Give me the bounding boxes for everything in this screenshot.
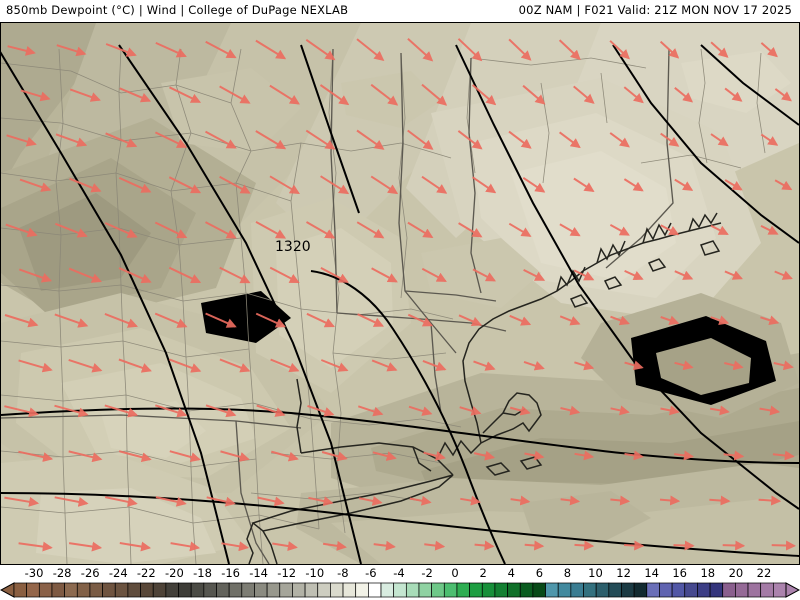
header-model-valid-label: 00Z NAM | F021 Valid: 21Z MON NOV 17 202…: [518, 3, 792, 17]
dewpoint-shading: [1, 23, 799, 564]
colorbar-tick: 4: [507, 566, 515, 580]
colorbar-tick: 16: [672, 566, 688, 580]
colorbar-tick: 12: [616, 566, 631, 580]
colorbar-tick: 8: [563, 566, 572, 580]
colorbar-tick: -18: [193, 566, 212, 580]
colorbar-tick: 22: [756, 566, 772, 580]
colorbar-tick: -16: [221, 566, 240, 580]
colorbar-tick-labels: -30 -28 -26 -24 -22 -20 -18 -16 -14 -12 -10 -8 -6 -4-…: [0, 565, 800, 582]
colorbar-tick: 0: [451, 566, 459, 580]
contour-label-group: 1320: [275, 239, 311, 255]
colorbar-tick: 2: [479, 566, 487, 580]
colorbar-tick: 10: [588, 566, 603, 580]
colorbar-tick: -4: [393, 566, 405, 580]
colorbar-tick: -14: [249, 566, 268, 580]
colorbar-tick: -20: [164, 566, 184, 580]
colorbar-tick: -10: [305, 566, 325, 580]
colorbar-tick: 20: [728, 566, 744, 580]
colorbar-swatches[interactable]: [0, 582, 800, 598]
colorbar-tick: -24: [108, 566, 128, 580]
colorbar-tick: -12: [277, 566, 297, 580]
colorbar-tick: -2: [421, 566, 433, 580]
header-bar: 850mb Dewpoint (°C) | Wind | College of …: [0, 0, 800, 22]
colorbar-panel: -30 -28 -26 -24 -22 -20 -18 -16 -14 -12 -10 -8 -6 -4-…: [0, 565, 800, 600]
colorbar-tick: -8: [337, 566, 349, 580]
height-contours: [1, 44, 799, 564]
wind-barb-layer: [4, 37, 796, 552]
colorbar-tick: -6: [365, 566, 377, 580]
header-product-label: 850mb Dewpoint (°C) | Wind | College of …: [6, 3, 349, 17]
colorbar-tick: 14: [644, 566, 660, 580]
map-graphics: 1320: [1, 23, 799, 564]
colorbar-tick: -30: [24, 566, 44, 580]
contour-label-1320: 1320: [275, 239, 311, 255]
colorbar-tick: -28: [52, 566, 72, 580]
county-boundaries: [1, 48, 766, 564]
colorbar-tick: -22: [136, 566, 156, 580]
map-canvas[interactable]: 1320: [0, 22, 800, 565]
colorbar-tick: 18: [700, 566, 716, 580]
colorbar-tick: 6: [535, 566, 544, 580]
colorbar-tick: -26: [80, 566, 100, 580]
state-borders: [1, 48, 674, 564]
